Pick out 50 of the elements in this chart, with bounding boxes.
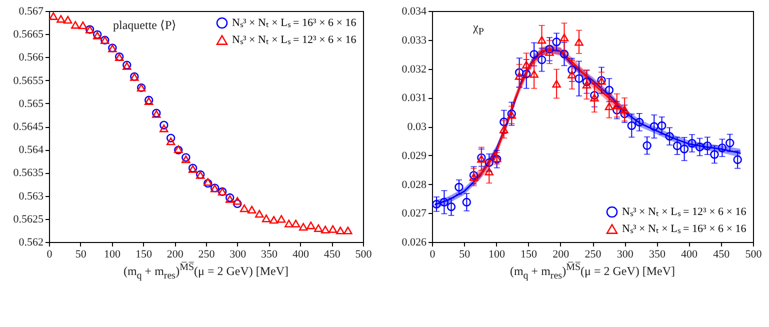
- x-tick-label: 350: [648, 248, 666, 260]
- y-tick-label: 0.564: [18, 144, 44, 156]
- y-tick-label: 0.026: [402, 236, 427, 248]
- y-tick-label: 0.027: [402, 208, 427, 220]
- y-tick-label: 0.562: [18, 236, 44, 248]
- y-tick-label: 0.5645: [13, 121, 44, 133]
- x-tick-label: 100: [104, 248, 122, 260]
- y-tick-label: 0.034: [402, 6, 427, 18]
- x-tick-label: 50: [459, 248, 471, 260]
- text: plaquette ⟨P⟩: [113, 18, 177, 33]
- x-tick-label: 250: [584, 248, 602, 260]
- y-tick-label: 0.567: [18, 6, 44, 18]
- legend-label: Nₛ³ × Nₜ × Lₛ = 12³ × 6 × 16: [622, 206, 747, 218]
- y-tick-label: 0.028: [402, 178, 427, 191]
- y-tick-label: 0.566: [18, 52, 44, 64]
- x-tick-label: 0: [46, 248, 53, 260]
- x-tick-label: 500: [745, 248, 762, 260]
- x-axis-title: (m$_{q}$ + m$_{res}$)$^{M̅S̅}$(μ = 2 GeV) [MeV]: [123, 262, 289, 282]
- x-tick-label: 100: [488, 248, 506, 260]
- y-tick-label: 0.5665: [13, 28, 44, 41]
- legend-label: Nₛ³ × Nₜ × Lₛ = 16³ × 6 × 16: [622, 223, 747, 235]
- x-tick-label: 450: [324, 248, 341, 260]
- text: χ$_{P}$: [473, 20, 484, 38]
- y-tick-label: 0.5655: [13, 74, 44, 87]
- x-tick-label: 150: [135, 248, 152, 260]
- y-tick-label: 0.5635: [13, 167, 44, 180]
- x-tick-label: 50: [75, 248, 87, 260]
- x-tick-label: 500: [355, 248, 372, 260]
- legend-label: Nₛ³ × Nₜ × Lₛ = 16³ × 6 × 16: [232, 17, 357, 29]
- x-tick-label: 250: [198, 248, 216, 260]
- x-tick-label: 0: [430, 248, 436, 260]
- y-tick-label: 0.031: [402, 92, 426, 104]
- x-tick-label: 150: [520, 248, 538, 260]
- x-axis-title: (m$_{q}$ + m$_{res}$)$^{M̅S̅}$(μ = 2 GeV) [MeV]: [510, 262, 676, 282]
- x-tick-label: 300: [230, 248, 247, 260]
- x-tick-label: 450: [713, 248, 730, 260]
- y-tick-label: 0.5625: [13, 213, 44, 226]
- y-tick-label: 0.03: [407, 121, 427, 133]
- x-tick-label: 400: [292, 248, 310, 260]
- y-tick-label: 0.029: [402, 150, 427, 162]
- y-tick-label: 0.032: [402, 63, 426, 76]
- x-tick-label: 350: [261, 248, 278, 260]
- y-tick-label: 0.033: [402, 34, 427, 46]
- y-tick-label: 0.563: [18, 190, 44, 202]
- x-tick-label: 200: [166, 248, 184, 260]
- x-tick-label: 200: [552, 248, 570, 260]
- x-tick-label: 400: [681, 248, 698, 260]
- legend-label: Nₛ³ × Nₜ × Lₛ = 12³ × 6 × 16: [232, 34, 357, 46]
- x-tick-label: 300: [616, 248, 634, 260]
- y-tick-label: 0.565: [18, 98, 44, 110]
